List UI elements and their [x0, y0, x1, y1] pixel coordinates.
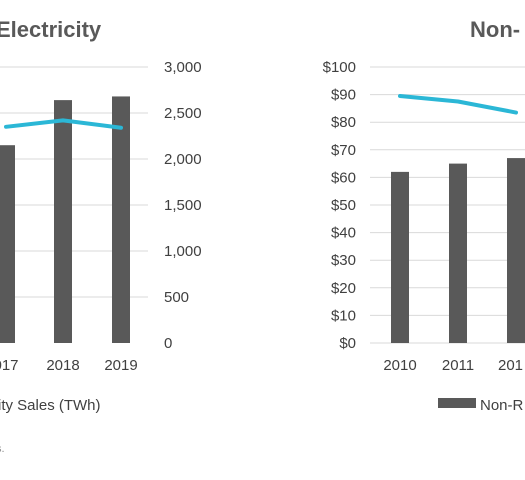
electricity-chart-title: Electricity: [0, 17, 102, 42]
non-legend-label: Non-R: [480, 397, 524, 414]
non-x-tick: 2011: [442, 357, 474, 374]
non-bars: [391, 158, 525, 343]
non-y-tick: $100: [323, 59, 356, 76]
electricity-x-tick: 2018: [46, 357, 79, 374]
non-bar: [449, 163, 467, 343]
non-y-tick: $10: [331, 307, 356, 324]
electricity-line-series: [4, 118, 123, 130]
electricity-y-tick: 2,000: [164, 151, 202, 168]
non-line-series: [398, 93, 518, 115]
electricity-x-tick: 017: [0, 357, 19, 374]
non-x-tick: 201: [498, 357, 523, 374]
electricity-y-tick: 3,000: [164, 59, 202, 76]
electricity-chart: Electricity 0 500 1,000 1,500 2,000 2,500 3,00…: [0, 17, 202, 455]
electricity-y-tick: 1,500: [164, 197, 202, 214]
non-y-tick: $40: [331, 225, 356, 242]
electricity-y-tick: 0: [164, 335, 172, 352]
electricity-right-axis: 0 500 1,000 1,500 2,000 2,500 3,000: [164, 59, 202, 352]
non-legend-swatch: [438, 398, 476, 408]
electricity-bar: [54, 100, 72, 344]
electricity-bars: [0, 96, 130, 344]
electricity-bar: [112, 96, 130, 343]
electricity-y-tick: 1,000: [164, 243, 202, 260]
electricity-legend-label: ity Sales (TWh): [0, 397, 101, 414]
non-bar: [507, 158, 525, 343]
non-y-tick: $50: [331, 197, 356, 214]
non-y-tick: $70: [331, 142, 356, 159]
non-bar: [391, 171, 409, 343]
non-y-tick: $90: [331, 87, 356, 104]
electricity-y-tick: 2,500: [164, 105, 202, 122]
electricity-y-tick: 500: [164, 289, 189, 306]
non-chart: Non- $0 $10 $20 $30 $40 $50 $60 $70 $80 $90 $100 2…: [323, 17, 525, 414]
non-left-axis: $0 $10 $20 $30 $40 $50 $60 $70 $80 $90 $100: [323, 59, 356, 352]
electricity-bar: [0, 145, 15, 343]
electricity-x-tick: 2019: [104, 357, 137, 374]
non-y-tick: $0: [339, 335, 356, 352]
non-y-tick: $60: [331, 169, 356, 186]
footnote: s.: [0, 443, 5, 455]
non-chart-title: Non-: [470, 17, 520, 42]
non-y-tick: $20: [331, 280, 356, 297]
non-y-tick: $80: [331, 114, 356, 131]
electricity-x-axis: 017 2018 2019: [0, 357, 138, 374]
non-x-axis: 2010 2011 201: [383, 357, 523, 374]
non-y-tick: $30: [331, 252, 356, 269]
non-x-tick: 2010: [383, 357, 416, 374]
